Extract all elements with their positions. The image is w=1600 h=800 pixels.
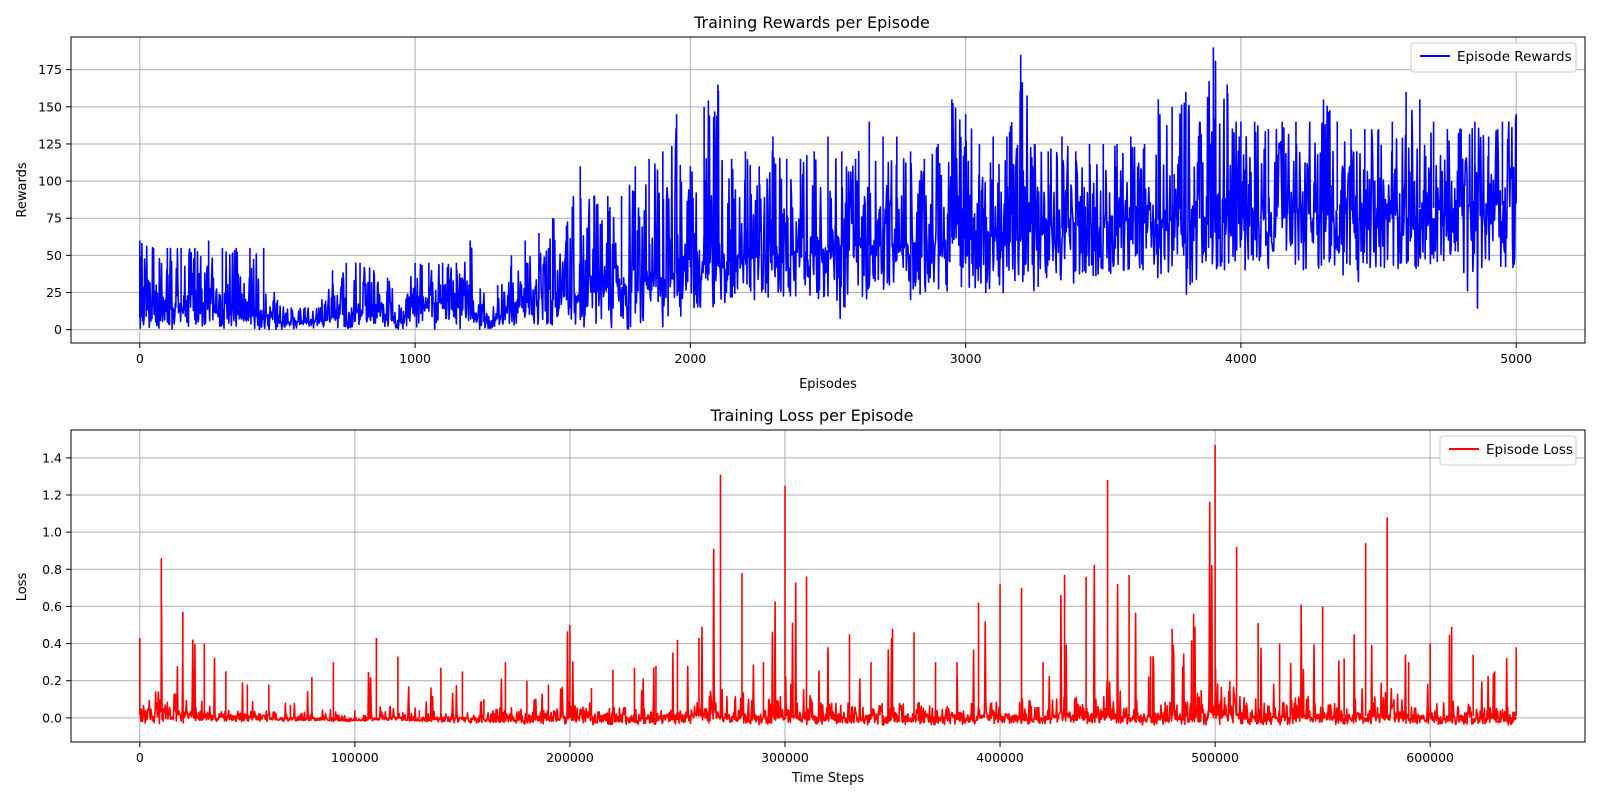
loss-plot-frame [70, 429, 1586, 743]
rewards-series-line [139, 60, 1517, 331]
loss-legend: Episode Loss [1439, 435, 1577, 466]
loss-y-tick-label: 1.4 [42, 450, 62, 465]
rewards-x-axis-label: Episodes [799, 377, 857, 392]
rewards-y-tick-label: 100 [38, 174, 62, 189]
loss-x-tick-label: 500000 [1191, 750, 1239, 765]
rewards-y-tick-label: 125 [38, 136, 62, 151]
rewards-chart: Training Rewards per Episode 0 1000 2000 30… [15, 13, 1586, 392]
loss-x-tick-label: 400000 [976, 750, 1024, 765]
loss-y-axis-label: Loss [15, 573, 30, 602]
loss-x-tick-label: 200000 [546, 750, 594, 765]
loss-y-tick-label: 1.2 [42, 488, 62, 503]
loss-chart-title: Training Loss per Episode [710, 406, 914, 425]
loss-y-tick-label: 0.8 [42, 562, 62, 577]
loss-chart: Training Loss per Episode 0 100000 200000 3… [15, 406, 1586, 786]
rewards-y-tick-label: 175 [38, 62, 62, 77]
rewards-x-tick-label: 5000 [1500, 351, 1532, 366]
loss-y-tick-label: 0.4 [42, 636, 62, 651]
loss-y-tick-label: 0.0 [42, 710, 62, 725]
rewards-y-tick-label: 50 [46, 248, 62, 263]
rewards-y-axis-label: Rewards [15, 162, 30, 217]
loss-y-tick-label: 1.0 [42, 525, 62, 540]
loss-x-tick-label: 100000 [331, 750, 379, 765]
rewards-y-tick-label: 0 [54, 322, 62, 337]
rewards-y-tick-label: 150 [38, 99, 62, 114]
rewards-chart-title: Training Rewards per Episode [693, 13, 930, 32]
loss-legend-box [1439, 435, 1577, 466]
loss-y-tick-label: 0.6 [42, 599, 62, 614]
rewards-legend: Episode Rewards [1410, 42, 1577, 73]
rewards-x-tick-label: 1000 [399, 351, 431, 366]
loss-x-ticks: 0 100000 200000 300000 400000 500000 600000 [136, 742, 1454, 765]
rewards-legend-box [1410, 42, 1577, 73]
rewards-legend-label: Episode Rewards [1457, 49, 1572, 65]
rewards-x-tick-label: 4000 [1225, 351, 1257, 366]
loss-y-tick-label: 0.2 [42, 673, 62, 688]
rewards-y-tick-label: 75 [46, 211, 62, 226]
rewards-x-ticks: 0 1000 2000 3000 4000 5000 [136, 343, 1532, 366]
rewards-y-tick-label: 25 [46, 285, 62, 300]
loss-legend-label: Episode Loss [1486, 442, 1573, 458]
rewards-x-tick-label: 2000 [674, 351, 706, 366]
rewards-x-tick-label: 3000 [950, 351, 982, 366]
rewards-series [139, 47, 1517, 331]
rewards-x-tick-label: 0 [136, 351, 144, 366]
loss-x-tick-label: 300000 [761, 750, 809, 765]
rewards-y-ticks: 0 25 50 75 100 125 150 175 [38, 62, 71, 337]
loss-x-tick-label: 0 [136, 750, 144, 765]
loss-x-tick-label: 600000 [1406, 750, 1454, 765]
loss-x-axis-label: Time Steps [791, 771, 865, 786]
rewards-plot-frame [70, 36, 1586, 344]
loss-series [139, 444, 1517, 726]
loss-y-ticks: 0.0 0.2 0.4 0.6 0.8 1.0 1.2 1.4 [42, 450, 71, 725]
